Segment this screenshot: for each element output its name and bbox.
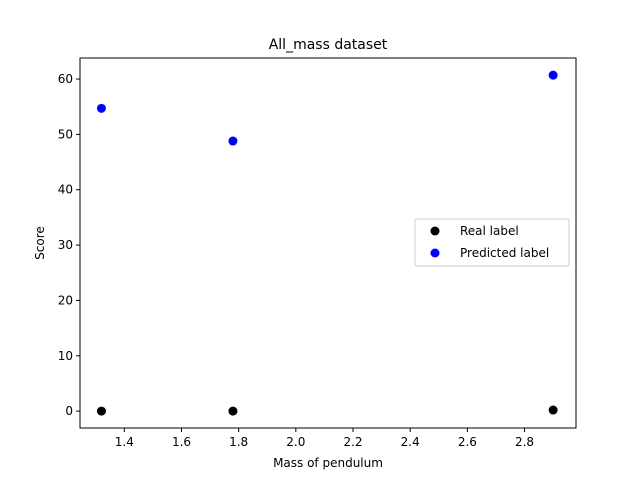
data-point-real — [228, 406, 238, 416]
x-tick-label: 1.4 — [115, 435, 134, 449]
legend: Real label Predicted label — [414, 218, 570, 267]
y-tick-label: 60 — [58, 72, 73, 86]
x-tick-label: 2.6 — [458, 435, 477, 449]
y-tick-label: 20 — [58, 293, 73, 307]
data-point-predicted — [228, 136, 238, 146]
x-tick-label: 2.4 — [401, 435, 420, 449]
x-tick-label: 2.2 — [343, 435, 362, 449]
data-point-real — [96, 406, 106, 416]
data-point-predicted — [548, 70, 558, 80]
x-axis-ticks: 1.4 1.6 1.8 2.0 2.2 2.4 2.6 2.8 — [115, 428, 534, 449]
x-tick-label: 1.8 — [229, 435, 248, 449]
plot-area: 1.4 1.6 1.8 2.0 2.2 2.4 2.6 2.8 0 10 20 30 40 50 60 — [58, 57, 577, 449]
data-points — [96, 70, 558, 416]
y-tick-label: 50 — [58, 127, 73, 141]
y-axis-label: Score — [33, 226, 47, 260]
legend-marker — [430, 248, 440, 258]
y-tick-label: 10 — [58, 349, 73, 363]
legend-box — [414, 218, 570, 267]
data-point-predicted — [96, 103, 106, 113]
x-tick-label: 1.6 — [172, 435, 191, 449]
chart-title: All_mass dataset — [269, 37, 388, 53]
y-tick-label: 40 — [58, 183, 73, 197]
y-axis-ticks: 0 10 20 30 40 50 60 — [58, 72, 80, 418]
y-tick-label: 30 — [58, 238, 73, 252]
x-tick-label: 2.0 — [286, 435, 305, 449]
y-tick-label: 0 — [65, 404, 73, 418]
legend-marker — [430, 226, 440, 236]
axes-frame — [79, 57, 577, 429]
x-axis-label: Mass of pendulum — [273, 456, 383, 470]
legend-label: Real label — [460, 224, 519, 238]
data-point-real — [548, 405, 558, 415]
x-tick-label: 2.8 — [515, 435, 534, 449]
legend-label: Predicted label — [460, 246, 549, 260]
